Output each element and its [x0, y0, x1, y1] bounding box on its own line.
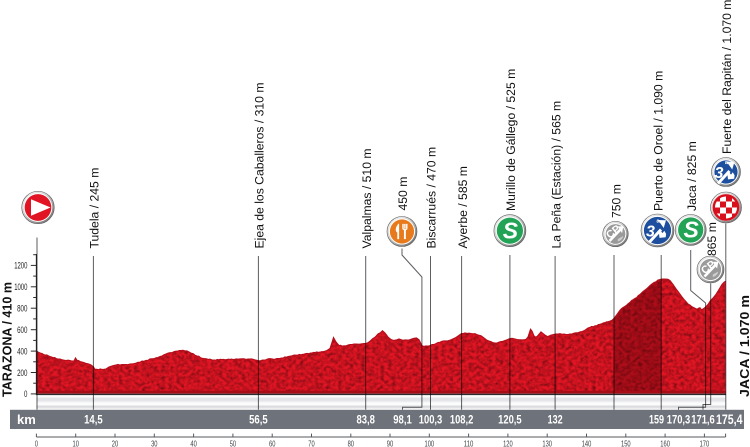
- svg-text:110: 110: [464, 439, 474, 447]
- svg-text:170: 170: [700, 439, 710, 447]
- svg-text:Tudela / 245 m: Tudela / 245 m: [88, 168, 102, 249]
- svg-text:40: 40: [190, 439, 197, 447]
- svg-text:ª: ª: [656, 218, 660, 228]
- svg-text:20: 20: [112, 439, 119, 447]
- svg-text:ª: ª: [725, 159, 729, 169]
- svg-text:Murillo de Gállego / 525 m: Murillo de Gállego / 525 m: [504, 69, 518, 211]
- svg-text:56,5: 56,5: [249, 415, 268, 427]
- svg-text:TARAZONA / 410 m: TARAZONA / 410 m: [0, 282, 14, 397]
- svg-text:3: 3: [646, 224, 655, 241]
- svg-text:50: 50: [230, 439, 237, 447]
- svg-text:Puerto de Oroel / 1.090 m: Puerto de Oroel / 1.090 m: [652, 71, 666, 211]
- svg-text:750 m: 750 m: [610, 184, 624, 218]
- svg-text:S: S: [684, 217, 700, 243]
- svg-text:JACA / 1.070 m: JACA / 1.070 m: [737, 295, 750, 397]
- svg-text:83,8: 83,8: [356, 415, 375, 427]
- svg-text:70: 70: [308, 439, 315, 447]
- svg-text:160: 160: [660, 439, 670, 447]
- svg-text:600: 600: [17, 324, 27, 335]
- svg-text:98,1: 98,1: [393, 415, 412, 427]
- svg-text:175,4: 175,4: [716, 411, 743, 427]
- svg-text:Ayerbe / 585 m: Ayerbe / 585 m: [456, 166, 470, 248]
- svg-text:865 m: 865 m: [705, 222, 719, 256]
- svg-text:La Peña (Estación) / 565 m: La Peña (Estación) / 565 m: [549, 101, 563, 249]
- svg-text:100,3: 100,3: [419, 415, 443, 427]
- svg-text:Jaca / 825 m: Jaca / 825 m: [685, 141, 699, 211]
- svg-text:120,5: 120,5: [498, 415, 522, 427]
- svg-text:1200: 1200: [14, 260, 27, 271]
- svg-text:170,3: 170,3: [667, 415, 691, 427]
- svg-text:0: 0: [35, 439, 39, 447]
- svg-text:60: 60: [269, 439, 276, 447]
- svg-text:90: 90: [387, 439, 394, 447]
- svg-text:10: 10: [73, 439, 80, 447]
- svg-text:150: 150: [621, 439, 631, 447]
- svg-text:120: 120: [503, 439, 513, 447]
- svg-text:Biscarrués / 470 m: Biscarrués / 470 m: [425, 147, 439, 249]
- svg-text:200: 200: [17, 367, 27, 378]
- svg-text:km: km: [17, 412, 36, 427]
- svg-text:Ejea de los Caballeros / 310 m: Ejea de los Caballeros / 310 m: [253, 83, 267, 249]
- svg-text:Fuerte del Rapitán / 1.070 m: Fuerte del Rapitán / 1.070 m: [720, 0, 734, 154]
- svg-text:130: 130: [542, 439, 552, 447]
- svg-text:400: 400: [17, 345, 27, 356]
- svg-text:450 m: 450 m: [396, 177, 410, 211]
- svg-text:3: 3: [715, 165, 724, 182]
- svg-text:132: 132: [548, 415, 563, 427]
- svg-text:Valpalmas / 510 m: Valpalmas / 510 m: [360, 148, 374, 248]
- svg-text:S: S: [503, 217, 519, 243]
- svg-text:800: 800: [17, 303, 27, 314]
- svg-text:159: 159: [649, 415, 664, 427]
- svg-text:100: 100: [425, 439, 435, 447]
- svg-text:14,5: 14,5: [84, 415, 103, 427]
- svg-text:0: 0: [24, 388, 27, 399]
- svg-text:140: 140: [582, 439, 592, 447]
- svg-text:80: 80: [348, 439, 355, 447]
- svg-text:30: 30: [151, 439, 158, 447]
- svg-text:1000: 1000: [14, 281, 27, 292]
- svg-text:171,6: 171,6: [691, 415, 715, 427]
- svg-text:108,2: 108,2: [450, 415, 474, 427]
